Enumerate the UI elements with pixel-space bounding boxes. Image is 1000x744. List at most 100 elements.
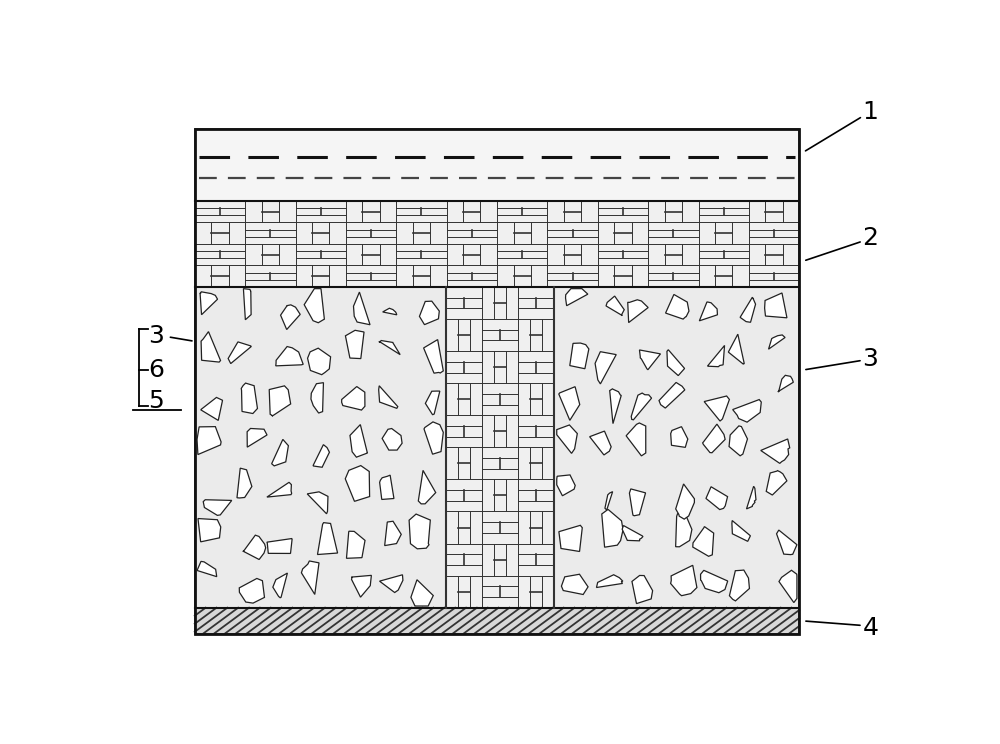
Polygon shape	[346, 531, 365, 558]
Bar	[245, 266, 296, 287]
Polygon shape	[354, 292, 370, 324]
Polygon shape	[304, 289, 324, 323]
Polygon shape	[385, 522, 401, 545]
Polygon shape	[596, 575, 623, 588]
Polygon shape	[676, 513, 692, 547]
Bar	[698, 222, 749, 244]
Polygon shape	[602, 510, 623, 547]
Bar	[195, 244, 245, 266]
Bar	[446, 576, 482, 608]
Polygon shape	[766, 471, 787, 495]
Polygon shape	[561, 574, 588, 594]
Polygon shape	[659, 382, 685, 408]
Polygon shape	[239, 578, 264, 603]
Bar	[698, 266, 749, 287]
Polygon shape	[243, 535, 266, 559]
Polygon shape	[740, 298, 756, 322]
Polygon shape	[732, 521, 750, 542]
Polygon shape	[626, 423, 646, 456]
Bar	[446, 544, 482, 576]
Polygon shape	[728, 334, 744, 364]
Polygon shape	[345, 330, 364, 359]
Polygon shape	[777, 530, 797, 554]
Bar	[497, 266, 547, 287]
Bar	[518, 319, 554, 351]
Bar	[598, 201, 648, 222]
Bar	[346, 201, 396, 222]
Bar	[447, 222, 497, 244]
Bar	[518, 447, 554, 479]
Polygon shape	[342, 387, 365, 410]
Polygon shape	[267, 482, 292, 497]
Polygon shape	[379, 386, 398, 408]
Bar	[698, 201, 749, 222]
Polygon shape	[307, 492, 328, 514]
Bar	[447, 266, 497, 287]
Polygon shape	[411, 580, 433, 606]
Bar	[482, 383, 518, 415]
Bar	[446, 351, 482, 383]
Bar	[518, 351, 554, 383]
Bar	[346, 266, 396, 287]
Polygon shape	[769, 335, 785, 349]
Polygon shape	[671, 565, 697, 596]
Polygon shape	[201, 332, 221, 362]
Bar	[296, 222, 346, 244]
Polygon shape	[667, 350, 685, 376]
Text: 6: 6	[148, 358, 164, 382]
Polygon shape	[765, 293, 787, 318]
Polygon shape	[383, 308, 397, 315]
Bar	[482, 287, 518, 319]
Polygon shape	[201, 397, 223, 420]
Polygon shape	[747, 487, 756, 509]
Bar	[698, 244, 749, 266]
Polygon shape	[350, 425, 367, 457]
Polygon shape	[237, 468, 252, 498]
Bar	[749, 244, 799, 266]
Polygon shape	[778, 375, 793, 392]
Bar	[447, 244, 497, 266]
Polygon shape	[570, 343, 589, 369]
Bar	[518, 576, 554, 608]
Polygon shape	[632, 575, 653, 603]
Polygon shape	[380, 475, 394, 499]
Polygon shape	[557, 425, 577, 453]
Polygon shape	[317, 523, 338, 554]
Polygon shape	[590, 431, 611, 455]
Bar	[749, 266, 799, 287]
Polygon shape	[631, 393, 652, 420]
Bar	[518, 511, 554, 544]
Polygon shape	[379, 341, 400, 355]
Polygon shape	[671, 426, 688, 447]
Polygon shape	[629, 489, 646, 516]
Bar	[446, 383, 482, 415]
Bar	[195, 608, 799, 634]
Bar	[446, 447, 482, 479]
Bar	[245, 222, 296, 244]
Bar	[554, 287, 799, 608]
Polygon shape	[241, 383, 257, 414]
Polygon shape	[269, 386, 291, 416]
Bar	[547, 266, 598, 287]
Polygon shape	[610, 389, 621, 423]
Bar	[497, 222, 547, 244]
Text: 4: 4	[863, 616, 879, 640]
Bar	[346, 244, 396, 266]
Polygon shape	[345, 466, 370, 501]
Bar	[446, 511, 482, 544]
Text: 2: 2	[863, 226, 879, 250]
Polygon shape	[203, 500, 232, 516]
Polygon shape	[606, 296, 624, 315]
Bar	[296, 201, 346, 222]
Polygon shape	[425, 391, 440, 414]
Polygon shape	[699, 302, 717, 321]
Polygon shape	[628, 300, 648, 323]
Polygon shape	[272, 440, 288, 466]
Bar	[598, 244, 648, 266]
Polygon shape	[424, 422, 443, 454]
Bar	[598, 266, 648, 287]
Polygon shape	[419, 301, 439, 324]
Polygon shape	[243, 289, 251, 320]
Polygon shape	[708, 345, 725, 367]
Bar	[346, 222, 396, 244]
